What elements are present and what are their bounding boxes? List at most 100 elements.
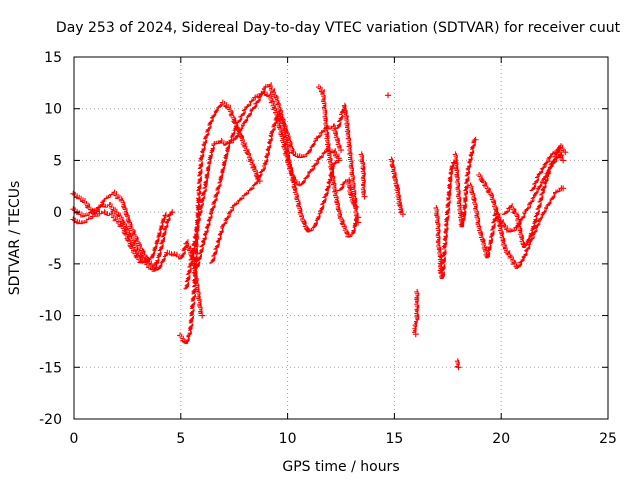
data-segment bbox=[152, 250, 162, 272]
data-segment bbox=[465, 149, 475, 171]
series-trace-21 bbox=[529, 146, 567, 192]
data-segment bbox=[286, 135, 295, 154]
data-segment bbox=[433, 205, 441, 227]
data-segment bbox=[219, 99, 229, 109]
data-segment bbox=[107, 202, 121, 217]
data-segment bbox=[119, 197, 133, 228]
data-segment bbox=[103, 191, 115, 200]
data-segment bbox=[344, 115, 351, 140]
data-segment bbox=[555, 146, 564, 160]
data-segment bbox=[286, 156, 297, 191]
data-segment bbox=[322, 110, 329, 139]
data-segment bbox=[156, 212, 166, 238]
data-segment bbox=[318, 190, 329, 212]
data-segment bbox=[444, 195, 451, 223]
data-segment bbox=[454, 177, 462, 207]
data-point bbox=[399, 211, 406, 218]
y-tick-label: -15 bbox=[39, 360, 62, 376]
ticks-layer bbox=[73, 56, 609, 420]
data-segment bbox=[528, 216, 538, 238]
series-trace-11 bbox=[358, 151, 368, 200]
data-segment bbox=[89, 210, 103, 217]
data-segment bbox=[312, 210, 323, 228]
data-segment bbox=[348, 156, 355, 181]
data-point bbox=[455, 364, 462, 371]
data-segment bbox=[454, 358, 460, 367]
data-segment bbox=[134, 247, 147, 264]
data-segment bbox=[109, 211, 123, 227]
data-segment bbox=[348, 192, 357, 207]
plot-frame bbox=[73, 56, 609, 420]
data-segment bbox=[139, 256, 152, 264]
series-trace-14 bbox=[412, 288, 420, 338]
data-segment bbox=[472, 197, 481, 227]
data-segment bbox=[220, 204, 235, 228]
data-segment bbox=[290, 150, 303, 159]
data-segment bbox=[241, 108, 254, 124]
data-segment bbox=[331, 123, 342, 149]
data-segment bbox=[547, 153, 558, 171]
data-segment bbox=[226, 104, 237, 124]
x-tick-label: 10 bbox=[279, 431, 297, 447]
data-segment bbox=[360, 182, 366, 196]
data-segment bbox=[82, 209, 92, 217]
data-segment bbox=[508, 224, 518, 233]
x-axis-label: GPS time / hours bbox=[282, 459, 399, 475]
data-point bbox=[412, 331, 419, 338]
data-segment bbox=[261, 89, 270, 98]
x-tick-label: 0 bbox=[70, 431, 79, 447]
y-tick-label: -20 bbox=[39, 412, 62, 428]
data-segment bbox=[280, 135, 290, 165]
data-segment bbox=[194, 241, 206, 269]
data-segment bbox=[545, 190, 557, 207]
data-point bbox=[472, 136, 479, 143]
series-trace-12 bbox=[384, 92, 391, 99]
data-segment bbox=[269, 113, 280, 135]
data-segment bbox=[226, 123, 239, 145]
data-segment bbox=[156, 251, 168, 270]
data-point bbox=[384, 92, 391, 99]
data-segment bbox=[262, 132, 273, 166]
data-segment bbox=[540, 170, 551, 192]
data-segment bbox=[529, 173, 540, 192]
data-segment bbox=[523, 194, 536, 212]
data-segment bbox=[267, 92, 278, 114]
series-trace-16 bbox=[452, 136, 479, 228]
data-segment bbox=[476, 223, 485, 242]
data-segment bbox=[514, 213, 526, 248]
data-segment bbox=[299, 213, 310, 232]
y-tick-label: 0 bbox=[53, 205, 62, 221]
data-segment bbox=[215, 225, 225, 243]
data-point bbox=[169, 209, 176, 216]
data-segment bbox=[333, 192, 342, 218]
data-segment bbox=[241, 185, 255, 197]
data-segment bbox=[246, 151, 257, 170]
data-segment bbox=[335, 111, 344, 130]
data-point bbox=[355, 219, 362, 226]
data-segment bbox=[150, 237, 160, 259]
data-segment bbox=[393, 177, 400, 191]
data-segment bbox=[341, 223, 350, 238]
data-point bbox=[560, 185, 567, 192]
data-segment bbox=[514, 257, 525, 269]
data-segment bbox=[439, 245, 447, 280]
data-segment bbox=[442, 220, 449, 248]
data-segment bbox=[332, 148, 340, 158]
data-segment bbox=[166, 210, 173, 217]
data-segment bbox=[306, 137, 319, 154]
data-segment bbox=[467, 182, 476, 201]
data-segment bbox=[209, 242, 220, 264]
x-tick-label: 20 bbox=[492, 431, 510, 447]
data-segment bbox=[162, 216, 171, 231]
data-segment bbox=[307, 157, 319, 173]
data-segment bbox=[267, 82, 277, 99]
data-segment bbox=[157, 230, 167, 252]
data-segment bbox=[553, 185, 562, 194]
y-tick-label: 15 bbox=[44, 50, 62, 66]
data-segment bbox=[128, 223, 141, 246]
data-segment bbox=[521, 241, 531, 259]
data-segment bbox=[190, 216, 201, 254]
data-segment bbox=[532, 179, 544, 197]
data-segment bbox=[210, 107, 219, 119]
